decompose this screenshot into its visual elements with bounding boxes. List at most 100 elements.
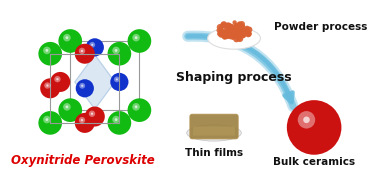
Circle shape bbox=[81, 85, 83, 87]
Circle shape bbox=[238, 29, 242, 33]
Circle shape bbox=[246, 27, 253, 33]
Circle shape bbox=[219, 26, 223, 30]
Circle shape bbox=[91, 113, 93, 115]
Circle shape bbox=[231, 36, 234, 39]
Circle shape bbox=[56, 78, 59, 80]
Circle shape bbox=[236, 36, 239, 39]
Circle shape bbox=[246, 31, 250, 35]
Circle shape bbox=[85, 107, 105, 126]
Circle shape bbox=[246, 31, 251, 36]
Circle shape bbox=[240, 32, 244, 36]
Circle shape bbox=[234, 32, 237, 35]
Circle shape bbox=[239, 31, 243, 36]
Circle shape bbox=[223, 35, 227, 39]
Circle shape bbox=[225, 25, 229, 29]
Circle shape bbox=[89, 42, 95, 48]
Circle shape bbox=[220, 27, 224, 31]
FancyArrowPatch shape bbox=[187, 36, 293, 107]
Circle shape bbox=[222, 29, 227, 33]
Circle shape bbox=[229, 31, 232, 35]
Circle shape bbox=[232, 28, 237, 33]
Circle shape bbox=[227, 32, 231, 36]
Circle shape bbox=[235, 32, 239, 35]
Circle shape bbox=[232, 30, 235, 33]
Circle shape bbox=[228, 24, 234, 30]
Circle shape bbox=[219, 29, 223, 33]
Circle shape bbox=[220, 31, 225, 36]
Circle shape bbox=[234, 30, 240, 35]
Circle shape bbox=[237, 25, 243, 31]
Circle shape bbox=[39, 42, 62, 66]
Circle shape bbox=[231, 25, 237, 30]
Circle shape bbox=[232, 33, 236, 36]
Circle shape bbox=[79, 83, 85, 89]
FancyArrowPatch shape bbox=[187, 36, 293, 102]
Circle shape bbox=[235, 31, 239, 35]
Circle shape bbox=[227, 33, 230, 36]
Circle shape bbox=[44, 82, 51, 89]
Circle shape bbox=[232, 20, 237, 25]
Circle shape bbox=[238, 32, 240, 34]
Circle shape bbox=[127, 29, 151, 53]
Circle shape bbox=[115, 49, 118, 52]
Circle shape bbox=[223, 30, 226, 33]
Circle shape bbox=[132, 34, 140, 42]
Circle shape bbox=[59, 29, 82, 53]
Polygon shape bbox=[75, 55, 115, 109]
Circle shape bbox=[226, 23, 231, 28]
Circle shape bbox=[114, 76, 120, 82]
Circle shape bbox=[237, 36, 241, 40]
Circle shape bbox=[225, 24, 228, 27]
Circle shape bbox=[81, 119, 83, 121]
Circle shape bbox=[233, 27, 240, 33]
Circle shape bbox=[225, 33, 228, 36]
Circle shape bbox=[232, 25, 236, 29]
Circle shape bbox=[235, 25, 240, 30]
Circle shape bbox=[235, 27, 239, 31]
Circle shape bbox=[230, 28, 235, 33]
Circle shape bbox=[236, 22, 242, 28]
Circle shape bbox=[235, 30, 239, 34]
Circle shape bbox=[231, 27, 236, 33]
Circle shape bbox=[237, 35, 243, 42]
Circle shape bbox=[54, 76, 60, 82]
Circle shape bbox=[234, 31, 237, 34]
Circle shape bbox=[233, 29, 236, 32]
Circle shape bbox=[39, 111, 62, 135]
Circle shape bbox=[226, 28, 232, 34]
Circle shape bbox=[89, 111, 95, 117]
Circle shape bbox=[63, 34, 71, 42]
Circle shape bbox=[110, 73, 129, 91]
Circle shape bbox=[231, 28, 237, 33]
Circle shape bbox=[231, 25, 233, 27]
Circle shape bbox=[65, 36, 68, 39]
Circle shape bbox=[81, 50, 83, 52]
Circle shape bbox=[231, 30, 233, 33]
Circle shape bbox=[242, 27, 245, 30]
Circle shape bbox=[232, 31, 238, 37]
Circle shape bbox=[231, 30, 234, 33]
FancyBboxPatch shape bbox=[193, 126, 235, 136]
Circle shape bbox=[230, 30, 234, 33]
Circle shape bbox=[228, 24, 233, 30]
Circle shape bbox=[234, 29, 239, 33]
Circle shape bbox=[135, 105, 138, 108]
Text: Thin films: Thin films bbox=[185, 148, 243, 158]
Circle shape bbox=[221, 24, 224, 27]
Circle shape bbox=[238, 26, 243, 31]
Circle shape bbox=[226, 30, 229, 33]
Circle shape bbox=[132, 103, 140, 111]
Circle shape bbox=[231, 27, 237, 33]
Circle shape bbox=[239, 31, 245, 38]
FancyArrowPatch shape bbox=[187, 36, 293, 107]
Circle shape bbox=[230, 35, 234, 39]
Circle shape bbox=[237, 21, 242, 26]
Circle shape bbox=[245, 27, 249, 31]
Circle shape bbox=[224, 25, 229, 30]
Circle shape bbox=[63, 103, 71, 111]
Circle shape bbox=[235, 26, 241, 32]
Circle shape bbox=[231, 29, 237, 35]
Circle shape bbox=[234, 26, 239, 31]
Circle shape bbox=[243, 30, 248, 35]
Text: Oxynitride Perovskite: Oxynitride Perovskite bbox=[11, 154, 155, 167]
